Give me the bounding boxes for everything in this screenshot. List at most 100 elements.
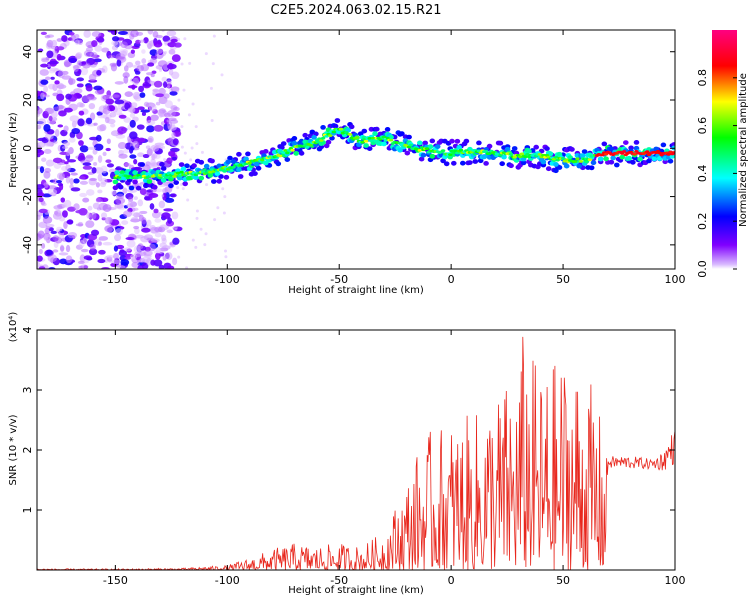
heatmap-cell xyxy=(420,152,427,158)
heatmap-cell xyxy=(139,188,147,196)
heatmap-cell xyxy=(158,212,162,216)
heatmap-cell xyxy=(150,170,156,175)
heatmap-cell xyxy=(85,154,94,163)
heatmap-cell xyxy=(190,146,194,150)
colorbar-tick-label: 0.0 xyxy=(696,260,709,278)
heatmap-cell xyxy=(43,171,51,179)
heatmap-cell xyxy=(68,31,75,36)
heatmap-cell xyxy=(96,69,102,76)
heatmap-cell xyxy=(91,211,97,220)
heatmap-cell xyxy=(198,159,205,165)
heatmap-cell xyxy=(57,70,66,79)
heatmap-cell xyxy=(79,192,88,198)
heatmap-cell xyxy=(125,236,135,241)
heatmap-cell xyxy=(67,232,78,239)
heatmap-cell xyxy=(504,146,511,152)
heatmap-cell xyxy=(130,30,139,38)
heatmap-cell xyxy=(76,83,84,88)
heatmap-cell xyxy=(501,154,507,160)
heatmap-cell xyxy=(325,139,332,145)
heatmap-cell xyxy=(508,152,514,156)
heatmap-cell xyxy=(102,241,113,246)
heatmap-cell xyxy=(68,137,76,143)
heatmap-cell xyxy=(147,30,154,35)
heatmap-cell xyxy=(177,37,181,41)
heatmap-cell xyxy=(363,139,369,143)
heatmap-cell xyxy=(137,243,144,250)
heatmap-cell xyxy=(78,110,85,116)
spectrogram-panel: -150 -100 -50 0 50 100 -40 -20 0 20 40 Height of … xyxy=(8,29,686,296)
heatmap-cell xyxy=(146,40,153,49)
heatmap-cell xyxy=(163,208,174,212)
heatmap-cell xyxy=(161,76,168,82)
heatmap-cell xyxy=(255,165,262,171)
heatmap-cell xyxy=(182,88,186,92)
heatmap-cell xyxy=(65,244,71,253)
heatmap-cell xyxy=(37,148,42,154)
heatmap-cell xyxy=(419,146,424,149)
heatmap-cell xyxy=(160,177,167,183)
heatmap-cell xyxy=(37,141,46,148)
heatmap-cell xyxy=(113,252,120,260)
heatmap-cell xyxy=(47,254,58,263)
heatmap-cell xyxy=(578,160,584,163)
heatmap-cell xyxy=(104,95,113,100)
heatmap-cell xyxy=(108,54,116,59)
heatmap-cell xyxy=(74,34,80,39)
heatmap-cell xyxy=(132,170,138,176)
x-tick-label: -100 xyxy=(215,574,240,587)
heatmap-cell xyxy=(124,256,132,260)
heatmap-cell xyxy=(188,61,192,65)
heatmap-cell xyxy=(187,113,191,117)
heatmap-cell xyxy=(117,141,127,150)
heatmap-cell xyxy=(424,147,430,151)
heatmap-cell xyxy=(100,94,106,102)
heatmap-cell xyxy=(369,139,374,143)
heatmap-cell xyxy=(253,161,260,167)
heatmap-cell xyxy=(283,149,288,152)
heatmap-cell xyxy=(137,106,145,110)
y-tick-label: 20 xyxy=(21,93,34,107)
heatmap-cell xyxy=(334,118,341,123)
y-tick-label: -20 xyxy=(21,188,34,206)
spectrogram-x-label: Height of straight line (km) xyxy=(288,285,424,296)
heatmap-cell xyxy=(146,219,152,227)
heatmap-cell xyxy=(123,247,132,252)
heatmap-cell xyxy=(298,150,305,156)
heatmap-cell xyxy=(608,146,615,152)
heatmap-cell xyxy=(64,161,69,165)
heatmap-cell xyxy=(143,37,149,44)
heatmap-cell xyxy=(319,139,324,142)
heatmap-cell xyxy=(381,141,387,147)
heatmap-cell xyxy=(153,124,164,132)
heatmap-cell xyxy=(191,163,197,169)
heatmap-cell xyxy=(302,132,309,138)
heatmap-cell xyxy=(146,257,152,266)
heatmap-cell xyxy=(41,58,50,63)
heatmap-cell xyxy=(537,153,542,156)
heatmap-cell xyxy=(154,226,163,233)
heatmap-cell xyxy=(79,180,88,185)
heatmap-cell xyxy=(61,202,68,208)
heatmap-cell xyxy=(477,158,484,164)
heatmap-cell xyxy=(57,183,64,187)
spectrogram-frame xyxy=(36,29,676,270)
heatmap-cell xyxy=(159,242,167,249)
heatmap-cell xyxy=(85,220,95,228)
heatmap-cell xyxy=(87,205,93,211)
heatmap-cell xyxy=(508,163,514,169)
heatmap-cell xyxy=(83,255,92,260)
heatmap-cell xyxy=(397,147,403,153)
heatmap-cell xyxy=(329,135,335,141)
heatmap-cell xyxy=(102,204,112,212)
heatmap-cell xyxy=(140,109,150,113)
heatmap-cell xyxy=(106,138,111,145)
heatmap-cell xyxy=(52,157,63,164)
heatmap-cell xyxy=(227,155,233,161)
colorbar-gradient xyxy=(712,30,737,269)
heatmap-cell xyxy=(155,246,161,254)
heatmap-cell xyxy=(48,60,59,65)
heatmap-cell xyxy=(43,123,51,132)
heatmap-cell xyxy=(590,160,597,166)
